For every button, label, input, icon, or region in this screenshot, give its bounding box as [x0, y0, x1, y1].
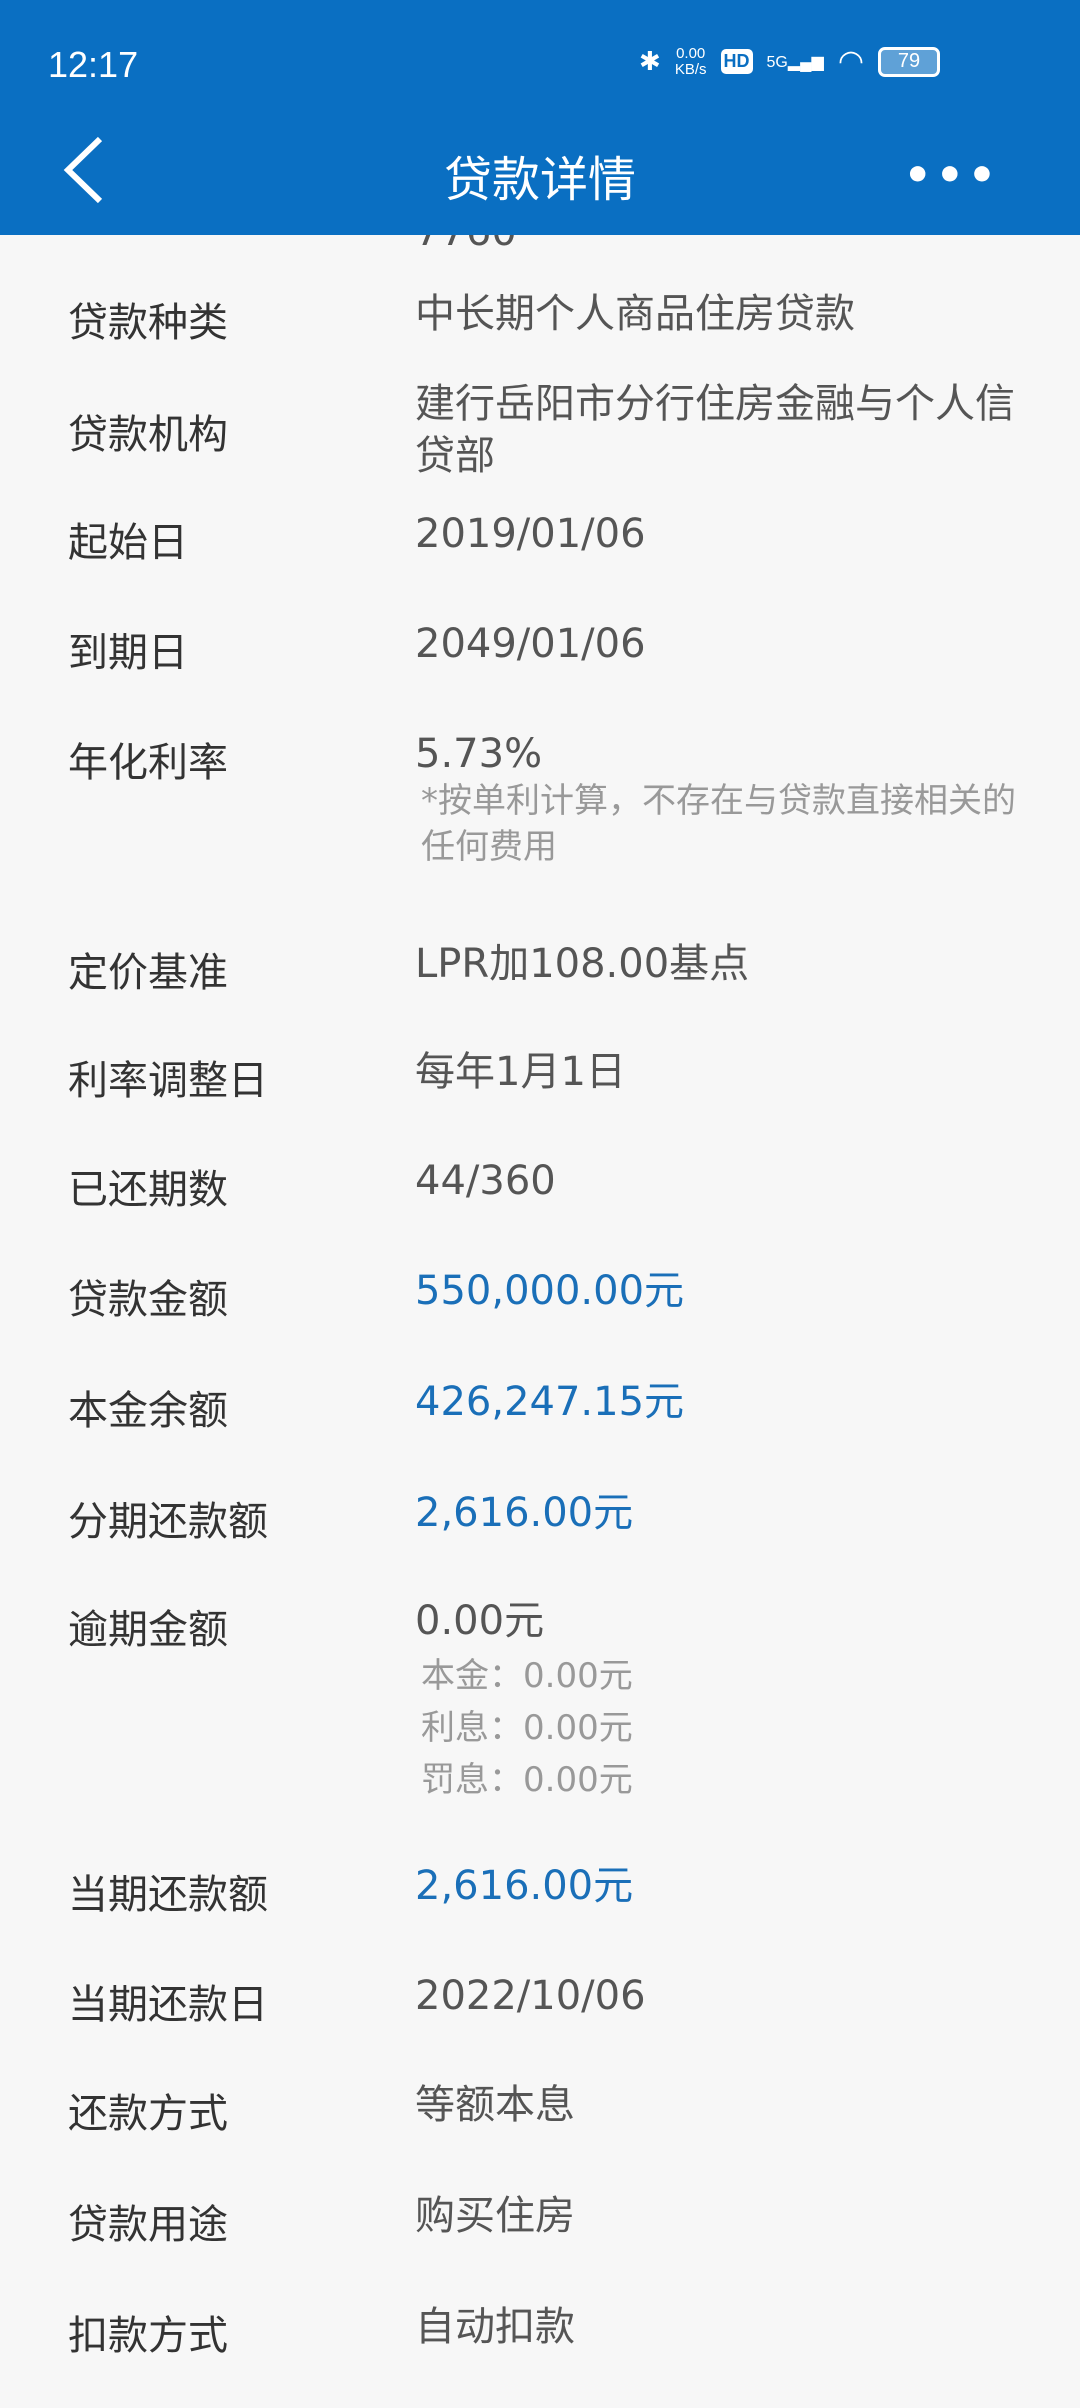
row-value: 2,616.00元: [415, 1490, 634, 1536]
status-icons: ✱ 0.00 KB/s HD 5G▂▄▆ ◠ 79: [639, 44, 940, 79]
more-icon[interactable]: •••: [903, 150, 1000, 201]
row-value: 2,616.00元: [415, 1863, 634, 1909]
row-label: 贷款金额: [68, 1277, 228, 1323]
battery-icon: 79: [878, 46, 940, 77]
row-value: 自动扣款: [415, 2304, 575, 2350]
row-label: 已还期数: [68, 1167, 228, 1213]
row-label: 当期还款日: [68, 1982, 268, 2028]
loan-detail-list[interactable]: 7760 贷款种类中长期个人商品住房贷款贷款机构建行岳阳市分行住房金融与个人信贷…: [8, 0, 1072, 2408]
row-value: 0.00元: [415, 1598, 545, 1644]
row-value: 等额本息: [415, 2082, 575, 2128]
bluetooth-icon: ✱: [639, 46, 661, 76]
row-label: 定价基准: [68, 950, 228, 996]
app-header: 12:17 ✱ 0.00 KB/s HD 5G▂▄▆ ◠ 79 贷款详情 •••: [0, 0, 1080, 235]
row-label: 分期还款额: [68, 1499, 268, 1545]
overdue-detail: 利息：0.00元: [421, 1708, 633, 1748]
row-label: 贷款机构: [68, 412, 228, 458]
row-value: 建行岳阳市分行住房金融与个人信贷部: [415, 381, 1015, 479]
wifi-icon: ◠: [837, 45, 864, 78]
network-type: 5G: [766, 53, 788, 71]
row-label: 本金余额: [68, 1388, 228, 1434]
row-label: 起始日: [68, 520, 188, 566]
row-label: 当期还款额: [68, 1872, 268, 1918]
page-title: 贷款详情: [443, 152, 636, 208]
net-speed-value: 0.00: [676, 44, 706, 62]
row-value: 购买住房: [415, 2193, 575, 2239]
row-label: 还款方式: [68, 2091, 228, 2137]
row-value: 426,247.15元: [415, 1379, 685, 1425]
overdue-detail: 本金：0.00元: [421, 1656, 633, 1696]
back-icon[interactable]: [60, 135, 110, 205]
row-value: 每年1月1日: [415, 1049, 626, 1095]
row-value: 2019/01/06: [415, 511, 646, 557]
overdue-detail: 罚息：0.00元: [421, 1760, 633, 1800]
row-value: 中长期个人商品住房贷款: [415, 291, 855, 337]
row-label: 扣款方式: [68, 2313, 228, 2359]
row-label: 贷款用途: [68, 2202, 228, 2248]
rate-note: *按单利计算，不存在与贷款直接相关的任何费用: [421, 781, 1016, 867]
status-time: 12:17: [48, 44, 139, 85]
row-value: 44/360: [415, 1158, 556, 1204]
signal-icon: 5G▂▄▆: [766, 53, 824, 71]
row-value: 2022/10/06: [415, 1973, 646, 2019]
row-value: 550,000.00元: [415, 1268, 685, 1314]
row-label: 逾期金额: [68, 1607, 228, 1653]
row-label: 利率调整日: [68, 1058, 268, 1104]
row-label: 贷款种类: [68, 300, 228, 346]
net-speed: 0.00 KB/s: [674, 44, 707, 78]
row-value: 2049/01/06: [415, 621, 646, 667]
row-label: 到期日: [68, 630, 188, 676]
row-value: LPR加108.00基点: [415, 941, 750, 987]
row-label: 年化利率: [68, 740, 228, 786]
row-value: 5.73%: [415, 731, 543, 777]
hd-icon: HD: [720, 49, 753, 74]
net-speed-unit: KB/s: [674, 60, 707, 78]
